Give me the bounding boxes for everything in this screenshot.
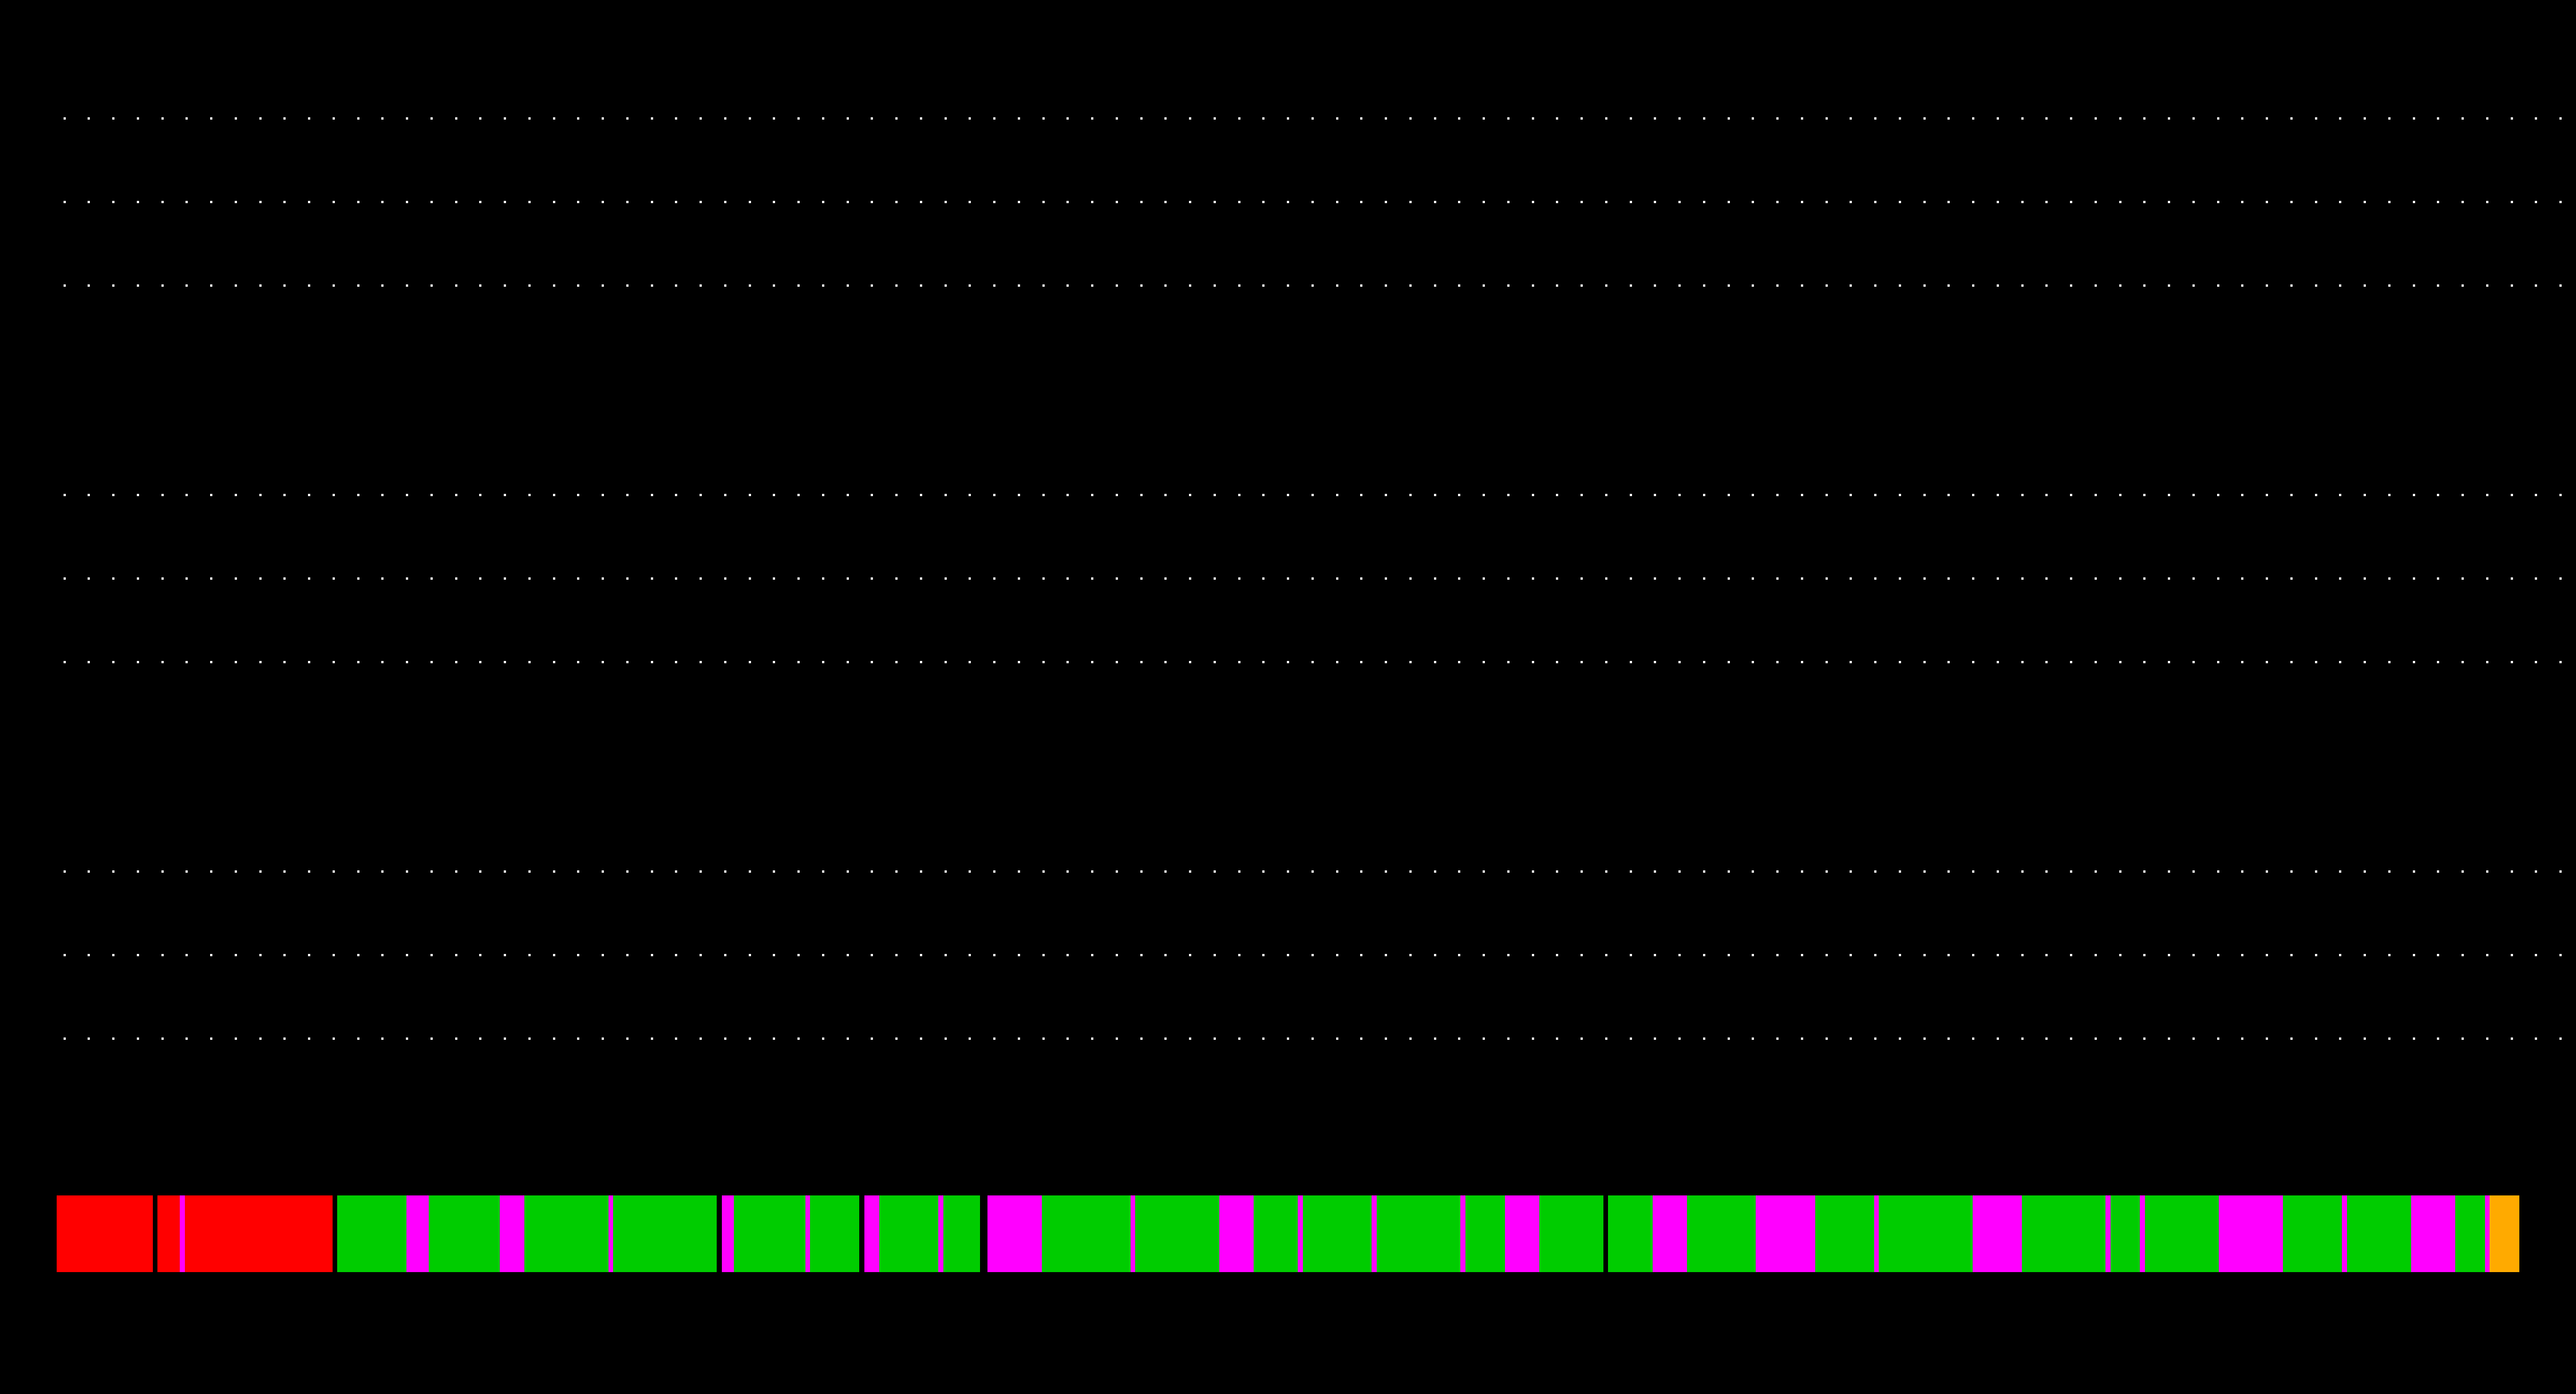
Bar bbox=[1806, 1195, 1816, 1271]
Bar bbox=[1656, 1195, 1677, 1271]
Bar bbox=[2282, 1195, 2342, 1271]
Bar bbox=[1255, 1195, 1298, 1271]
Bar bbox=[811, 1195, 860, 1271]
Bar bbox=[505, 1195, 515, 1271]
Bar bbox=[1973, 1195, 1978, 1271]
Bar bbox=[1041, 1195, 1131, 1271]
Bar bbox=[1530, 1195, 1540, 1271]
Bar bbox=[1298, 1195, 1303, 1271]
Bar bbox=[500, 1195, 505, 1271]
Bar bbox=[1504, 1195, 1515, 1271]
Bar bbox=[412, 1195, 422, 1271]
Bar bbox=[337, 1195, 407, 1271]
Bar bbox=[866, 1195, 878, 1271]
Bar bbox=[1373, 1195, 1376, 1271]
Bar bbox=[613, 1195, 716, 1271]
Bar bbox=[987, 1195, 1033, 1271]
Bar bbox=[2445, 1195, 2455, 1271]
Bar bbox=[2342, 1195, 2347, 1271]
Bar bbox=[2105, 1195, 2110, 1271]
Bar bbox=[515, 1195, 526, 1271]
Bar bbox=[422, 1195, 428, 1271]
Bar bbox=[1677, 1195, 1687, 1271]
Bar bbox=[979, 1195, 987, 1271]
Bar bbox=[2223, 1195, 2272, 1271]
Bar bbox=[2455, 1195, 2486, 1271]
Bar bbox=[2218, 1195, 2223, 1271]
Bar bbox=[526, 1195, 608, 1271]
Bar bbox=[1602, 1195, 1607, 1271]
Bar bbox=[157, 1195, 180, 1271]
Bar bbox=[428, 1195, 500, 1271]
Bar bbox=[860, 1195, 866, 1271]
Bar bbox=[721, 1195, 734, 1271]
Bar bbox=[2347, 1195, 2411, 1271]
Bar bbox=[1762, 1195, 1806, 1271]
Bar bbox=[1136, 1195, 1218, 1271]
Bar bbox=[1515, 1195, 1530, 1271]
Bar bbox=[2146, 1195, 2218, 1271]
Bar bbox=[152, 1195, 157, 1271]
Bar bbox=[1229, 1195, 1244, 1271]
Bar bbox=[180, 1195, 185, 1271]
Bar bbox=[2411, 1195, 2416, 1271]
Bar bbox=[878, 1195, 938, 1271]
Bar bbox=[806, 1195, 811, 1271]
Bar bbox=[1816, 1195, 1875, 1271]
Bar bbox=[185, 1195, 332, 1271]
Bar bbox=[1757, 1195, 1762, 1271]
Bar bbox=[1466, 1195, 1504, 1271]
Bar bbox=[2416, 1195, 2445, 1271]
Bar bbox=[1244, 1195, 1255, 1271]
Bar bbox=[1875, 1195, 1878, 1271]
Bar bbox=[734, 1195, 806, 1271]
Bar bbox=[2272, 1195, 2282, 1271]
Bar bbox=[943, 1195, 979, 1271]
Bar bbox=[1303, 1195, 1373, 1271]
Bar bbox=[1687, 1195, 1757, 1271]
Bar bbox=[1218, 1195, 1229, 1271]
Bar bbox=[1461, 1195, 1466, 1271]
Bar bbox=[1033, 1195, 1041, 1271]
Bar bbox=[608, 1195, 613, 1271]
Bar bbox=[1540, 1195, 1602, 1271]
Bar bbox=[2110, 1195, 2141, 1271]
Bar bbox=[332, 1195, 337, 1271]
Bar bbox=[716, 1195, 721, 1271]
Bar bbox=[2022, 1195, 2105, 1271]
Bar bbox=[1978, 1195, 2012, 1271]
Bar bbox=[938, 1195, 943, 1271]
Bar bbox=[1607, 1195, 1651, 1271]
Bar bbox=[1878, 1195, 1973, 1271]
Bar bbox=[2486, 1195, 2491, 1271]
Bar bbox=[2141, 1195, 2146, 1271]
Bar bbox=[57, 1195, 152, 1271]
Bar bbox=[1131, 1195, 1136, 1271]
Bar bbox=[1651, 1195, 1656, 1271]
Bar bbox=[407, 1195, 412, 1271]
Bar bbox=[2491, 1195, 2519, 1271]
Bar bbox=[1376, 1195, 1461, 1271]
Bar bbox=[2012, 1195, 2022, 1271]
